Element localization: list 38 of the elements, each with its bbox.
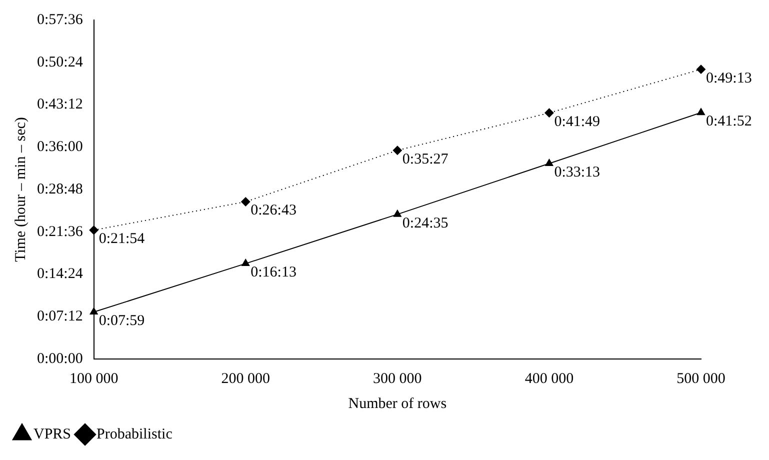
point bbox=[392, 146, 402, 155]
legend-label: Probabilistic bbox=[96, 426, 173, 442]
data-label: 0:21:54 bbox=[98, 231, 146, 248]
y-tick-label: 0:21:36 bbox=[36, 224, 84, 240]
y-axis-title: Time (hour – min – sec) bbox=[12, 117, 29, 262]
data-label: 0:33:13 bbox=[554, 164, 600, 180]
point bbox=[544, 108, 554, 118]
data-label: 0:49:13 bbox=[706, 70, 752, 86]
data-label: 0:41:52 bbox=[706, 114, 752, 130]
point bbox=[242, 259, 250, 266]
x-tick-label: 400 000 bbox=[524, 370, 574, 387]
point bbox=[696, 64, 706, 74]
x-axis-title: Number of rows bbox=[348, 396, 447, 412]
legend-label: VPRS bbox=[34, 426, 72, 442]
y-tick-label: 0:14:24 bbox=[36, 266, 84, 282]
data-label: 0:35:27 bbox=[402, 151, 449, 168]
point bbox=[90, 308, 98, 315]
data-label: 0:07:59 bbox=[98, 312, 145, 329]
y-tick-label: 0:36:00 bbox=[36, 139, 83, 156]
y-tick-label: 0:28:48 bbox=[36, 181, 83, 198]
data-label: 0:26:43 bbox=[250, 202, 296, 219]
x-tick-label: 200 000 bbox=[221, 370, 270, 387]
data-label: 0:16:13 bbox=[250, 264, 296, 280]
y-tick-label: 0:07:12 bbox=[36, 308, 83, 325]
x-tick-label: 500 000 bbox=[676, 370, 726, 387]
point bbox=[241, 197, 250, 206]
y-tick-label: 0:00:00 bbox=[36, 350, 83, 367]
x-tick-label: 100 000 bbox=[69, 370, 118, 387]
data-label: 0:41:49 bbox=[554, 114, 600, 130]
point bbox=[393, 210, 402, 217]
data-label: 0:24:35 bbox=[402, 215, 448, 232]
y-tick-label: 0:50:24 bbox=[36, 54, 84, 70]
point bbox=[89, 226, 98, 235]
point bbox=[697, 108, 705, 116]
point bbox=[545, 159, 554, 166]
x-tick-label: 300 000 bbox=[373, 370, 422, 387]
y-tick-label: 0:57:36 bbox=[36, 12, 84, 28]
y-tick-label: 0:43:12 bbox=[36, 96, 83, 113]
